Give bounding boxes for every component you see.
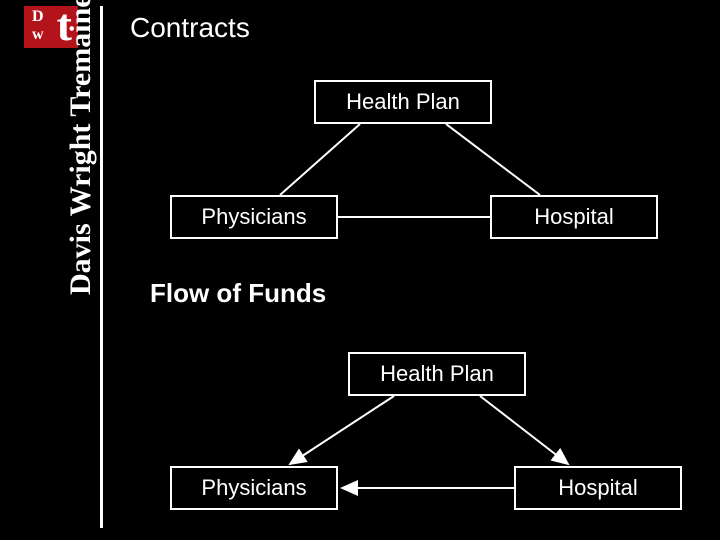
page-title: Contracts [130,12,250,44]
node-label: Hospital [534,204,613,230]
node-health-plan-1: Health Plan [314,80,492,124]
node-physicians-2: Physicians [170,466,338,510]
section-heading-flow-of-funds: Flow of Funds [150,278,326,309]
node-hospital-2: Hospital [514,466,682,510]
logo-letter-d: D [32,8,44,26]
node-label: Physicians [201,204,306,230]
sidebar-firm-name: Davis Wright Tremaine LLP [64,0,98,295]
node-hospital-1: Hospital [490,195,658,239]
node-label: Health Plan [380,361,494,387]
sidebar-firm-main: Davis Wright Tremaine [64,0,97,295]
logo-letter-w: w [32,26,44,44]
node-physicians-1: Physicians [170,195,338,239]
node-label: Physicians [201,475,306,501]
node-health-plan-2: Health Plan [348,352,526,396]
node-label: Hospital [558,475,637,501]
vertical-divider [100,6,103,528]
node-label: Health Plan [346,89,460,115]
